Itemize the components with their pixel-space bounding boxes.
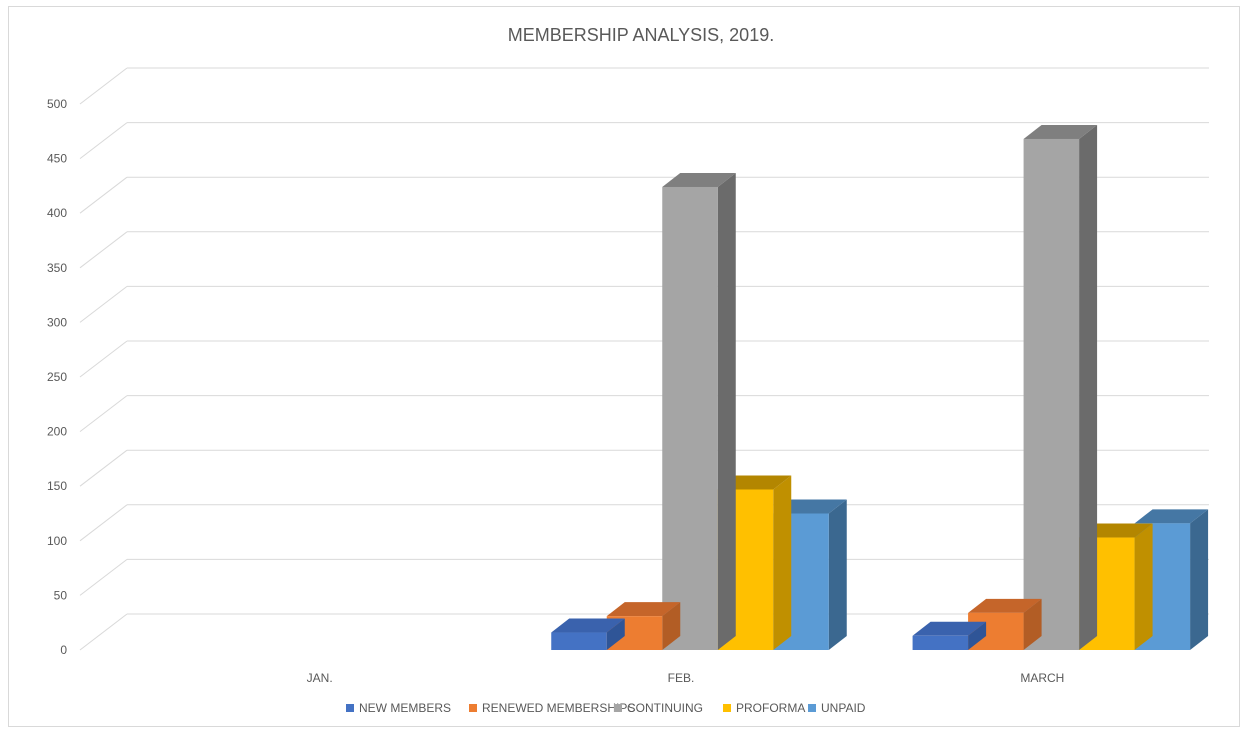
y-tick-label: 50 <box>54 588 68 602</box>
legend-item: CONTINUING <box>614 701 703 715</box>
bar-side-face <box>828 499 847 650</box>
bars <box>551 124 1209 651</box>
bar-top-face <box>1134 509 1209 524</box>
x-tick-label: JAN. <box>307 671 333 685</box>
legend-swatch <box>808 704 816 712</box>
bar-top-face <box>717 475 792 490</box>
bar-side-face <box>968 621 987 650</box>
chart-svg: MEMBERSHIP ANALYSIS, 2019. 0 50 100 150 200 2… <box>47 25 1209 715</box>
y-tick-label: 250 <box>47 370 67 384</box>
y-tick-label: 100 <box>47 534 67 548</box>
gridline-diagonal <box>79 67 128 105</box>
bar-top-face <box>912 621 987 636</box>
y-tick-label: 150 <box>47 479 67 493</box>
legend: NEW MEMBERS RENEWED MEMBERSHIPSCONTINUING… <box>346 701 866 715</box>
legend-label: UNPAID <box>821 701 866 715</box>
bar-top-face <box>662 172 736 187</box>
bar-top-face <box>606 602 681 617</box>
legend-item: PROFORMA <box>723 701 805 715</box>
bar <box>662 172 736 650</box>
bar-side-face <box>662 602 681 650</box>
x-tick-label: MARCH <box>1020 671 1064 685</box>
y-tick-label: 200 <box>47 425 67 439</box>
gridline-diagonal <box>79 231 128 269</box>
legend-swatch <box>469 704 477 712</box>
y-tick-label: 500 <box>47 97 67 111</box>
gridline-diagonal <box>79 176 128 214</box>
y-tick-label: 350 <box>47 261 67 275</box>
gridline-diagonal <box>79 286 128 323</box>
bar-front-face <box>551 632 607 650</box>
bar-side-face <box>1079 124 1098 651</box>
bar-front-face <box>912 635 969 650</box>
bar-side-face <box>717 172 736 650</box>
legend-label: RENEWED MEMBERSHIPS <box>482 701 635 715</box>
bar-top-face <box>1079 523 1153 538</box>
legend-swatch <box>723 704 731 712</box>
gridline-diagonal <box>79 613 128 651</box>
gridline-diagonal <box>79 504 128 542</box>
bar-top-face <box>773 499 847 514</box>
gridline-diagonal <box>79 122 128 159</box>
bar <box>912 621 987 650</box>
bar-top-face <box>551 618 625 633</box>
legend-item: NEW MEMBERS <box>346 701 451 715</box>
chart-title: MEMBERSHIP ANALYSIS, 2019. <box>508 25 774 45</box>
bar-side-face <box>1134 523 1153 650</box>
y-axis-ticks: 0 50 100 150 200 250 300 350 400 450 500 <box>47 97 67 657</box>
y-tick-label: 450 <box>47 152 67 166</box>
bar-side-face <box>773 475 792 650</box>
gridline-diagonal <box>79 449 128 487</box>
bar-side-face <box>1190 509 1209 650</box>
bar-front-face <box>1023 138 1080 650</box>
bar-side-face <box>606 618 625 650</box>
y-tick-label: 0 <box>60 643 67 657</box>
chart-frame: MEMBERSHIP ANALYSIS, 2019. 0 50 100 150 200 2… <box>8 6 1240 727</box>
gridline-diagonal <box>79 395 128 432</box>
legend-swatch <box>614 704 622 712</box>
bar <box>551 618 625 650</box>
bar-front-face <box>662 186 718 650</box>
y-tick-label: 400 <box>47 206 67 220</box>
legend-label: NEW MEMBERS <box>359 701 451 715</box>
bar <box>1023 124 1098 651</box>
gridline-diagonal <box>79 559 128 596</box>
x-tick-label: FEB. <box>668 671 695 685</box>
x-axis-ticks: JAN. FEB. MARCH <box>307 671 1065 685</box>
legend-label: PROFORMA <box>736 701 805 715</box>
legend-label: CONTINUING <box>627 701 703 715</box>
legend-item: UNPAID <box>808 701 866 715</box>
bar-top-face <box>1023 124 1098 139</box>
legend-swatch <box>346 704 354 712</box>
y-tick-label: 300 <box>47 315 67 329</box>
bar-side-face <box>1023 598 1042 650</box>
gridline-diagonal <box>79 340 128 378</box>
legend-item: RENEWED MEMBERSHIPS <box>469 701 635 715</box>
bar-top-face <box>968 598 1042 613</box>
